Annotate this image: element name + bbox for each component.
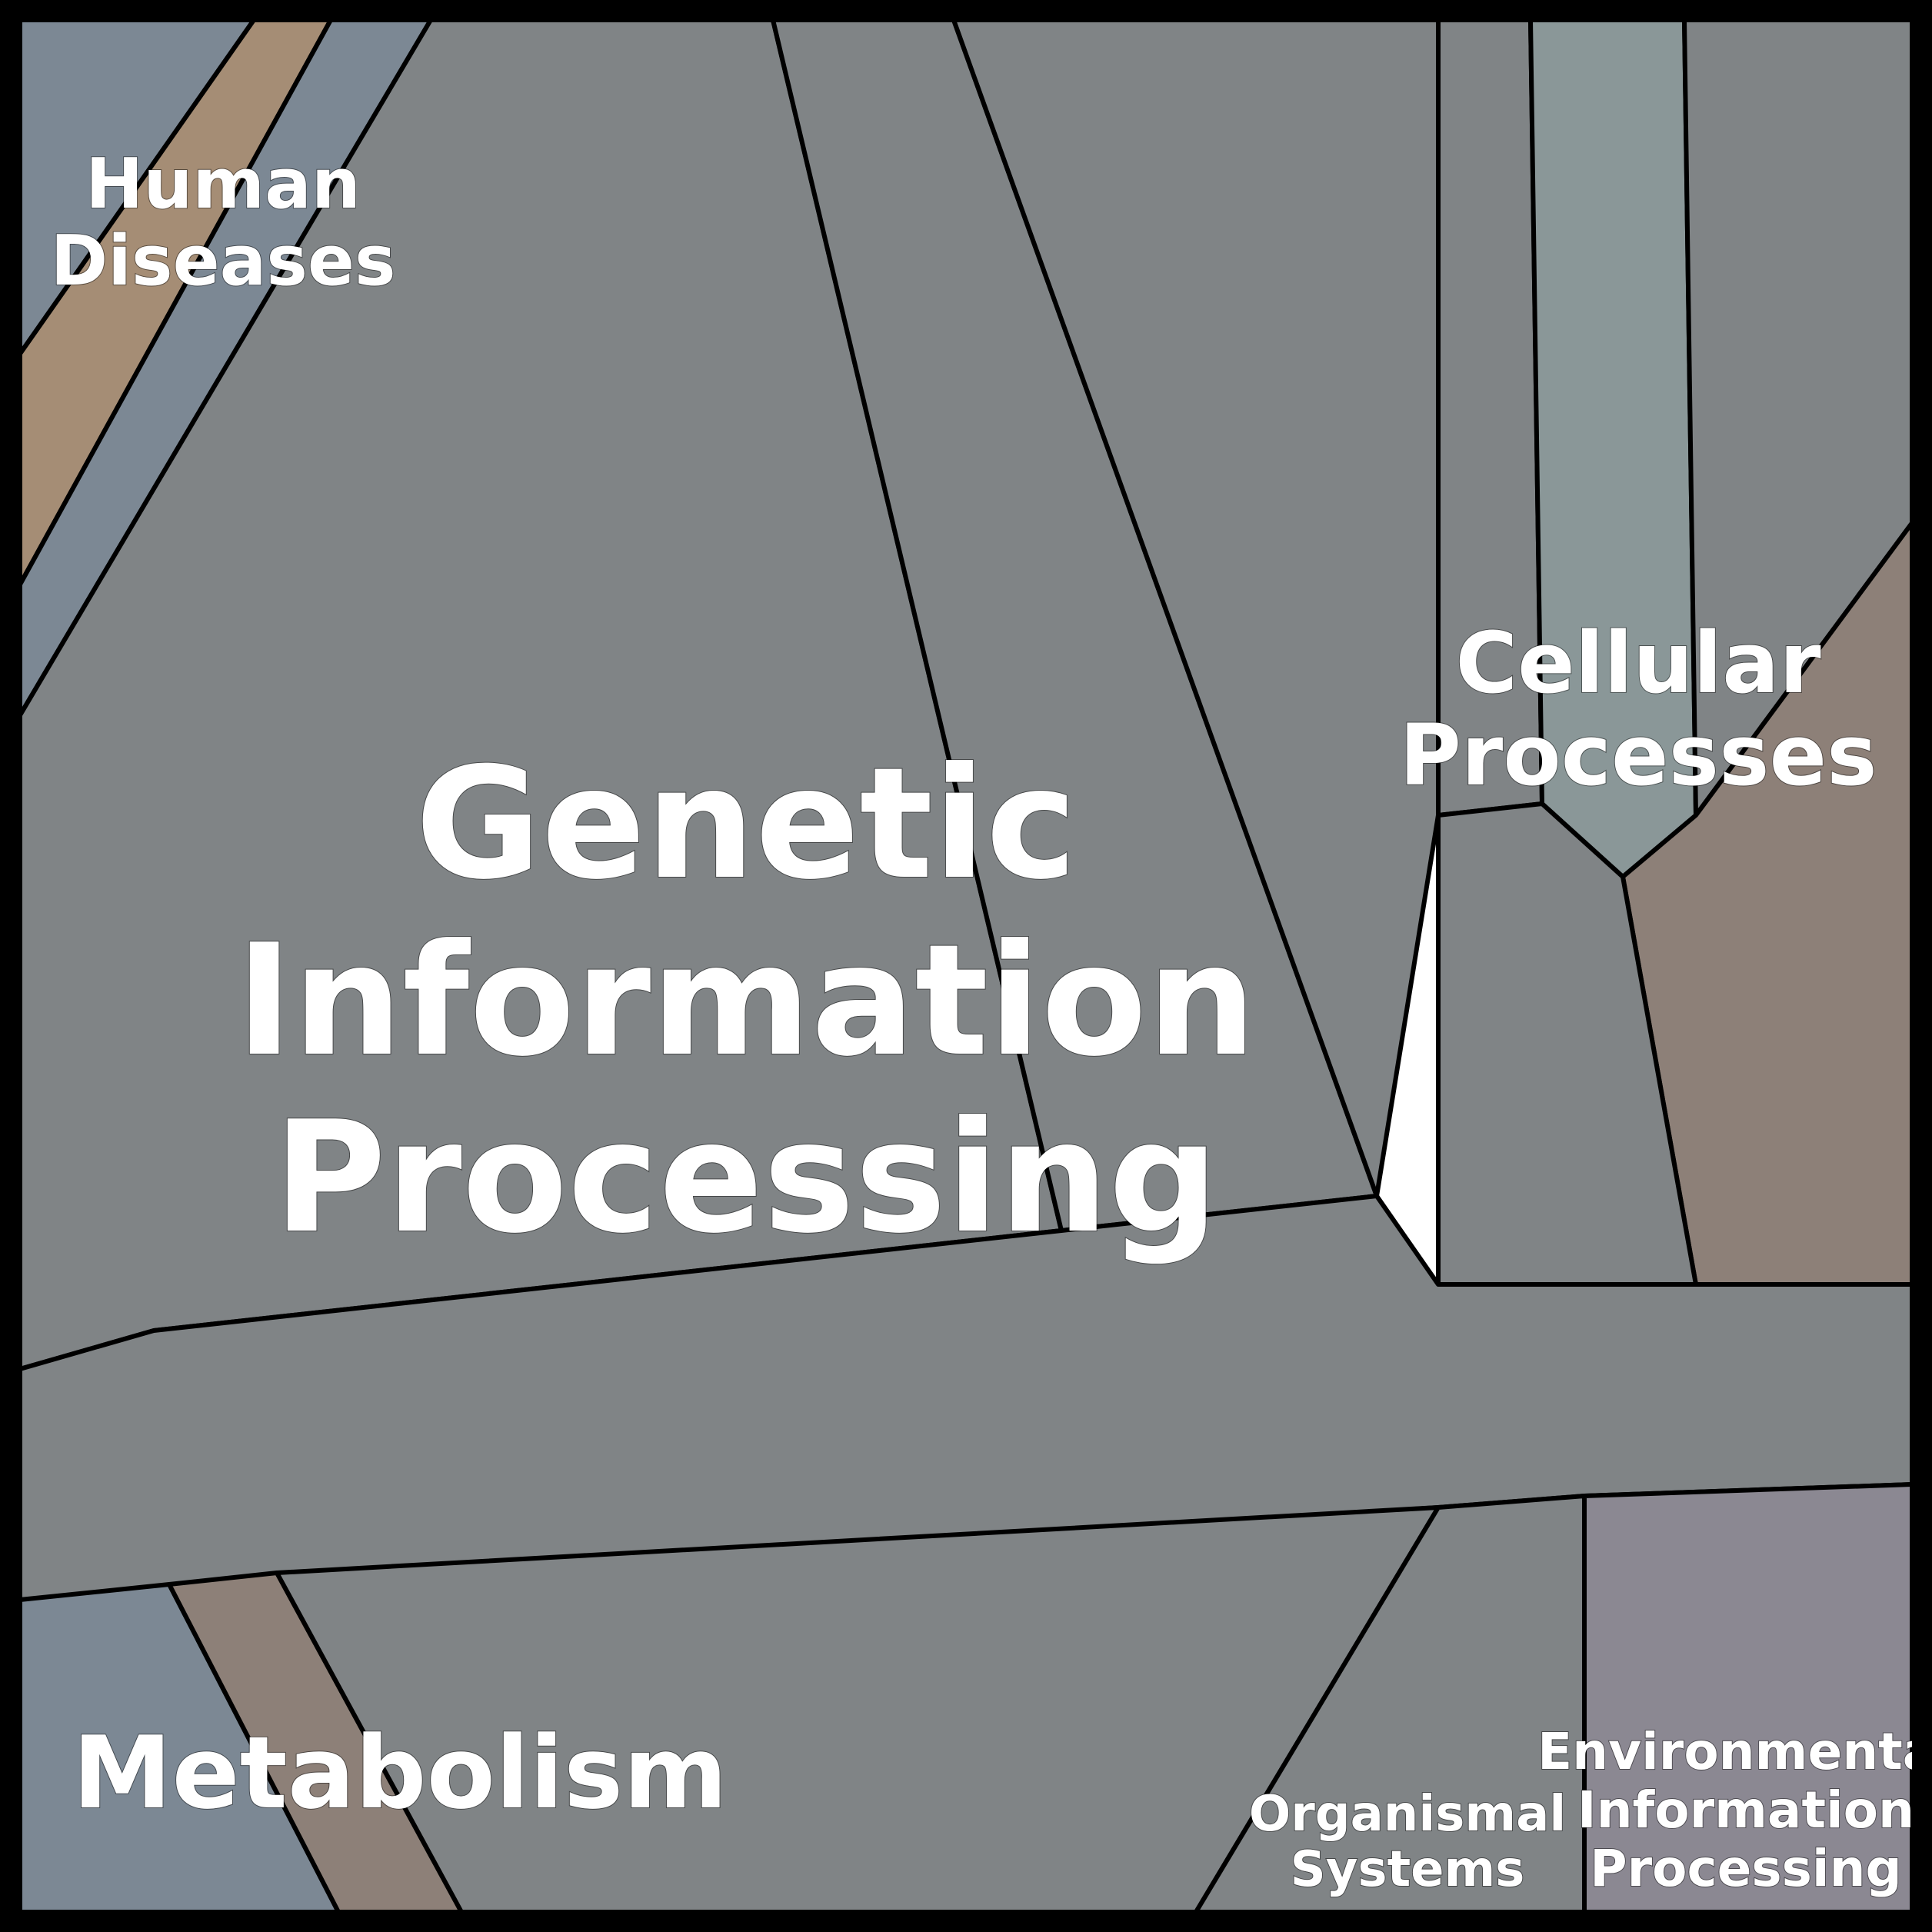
lbl-human-diseases-line-0: Human: [85, 144, 361, 225]
lbl-environmental-line-0: Environmental: [1537, 1722, 1932, 1781]
lbl-metabolism: Metabolism: [72, 1714, 728, 1831]
lbl-organismal-line-1: Systems: [1291, 1841, 1525, 1898]
lbl-genetic-info-line-2: Processing: [273, 1088, 1218, 1267]
lbl-metabolism-line-0: Metabolism: [72, 1714, 728, 1831]
lbl-genetic-info-line-1: Information: [235, 911, 1256, 1091]
lbl-genetic-info-line-0: Genetic: [415, 734, 1078, 914]
lbl-organismal-line-0: Organismal: [1249, 1786, 1566, 1843]
voronoi-treemap: HumanDiseasesGeneticInformationProcessin…: [0, 0, 1932, 1932]
lbl-cellular-line-1: Processes: [1399, 706, 1877, 804]
lbl-human-diseases: HumanDiseases: [50, 144, 395, 301]
lbl-environmental: EnvironmentalInformationProcessing: [1537, 1722, 1932, 1898]
lbl-environmental-line-1: Information: [1577, 1780, 1914, 1840]
lbl-environmental-line-2: Processing: [1590, 1839, 1902, 1898]
lbl-cellular: CellularProcesses: [1399, 614, 1877, 804]
lbl-cellular-line-0: Cellular: [1455, 614, 1820, 712]
lbl-organismal: OrganismalSystems: [1249, 1786, 1566, 1898]
lbl-human-diseases-line-1: Diseases: [50, 221, 395, 301]
